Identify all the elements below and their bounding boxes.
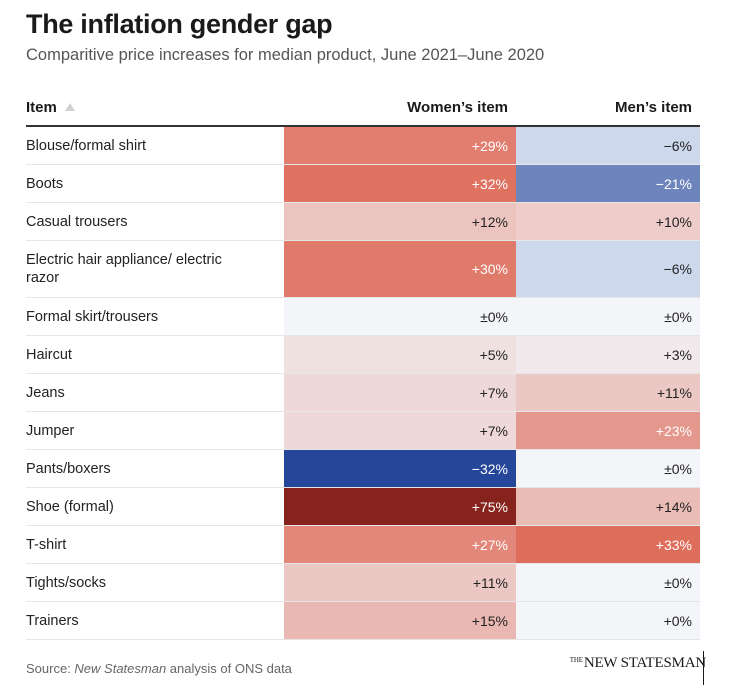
table-row: Jeans +7% +11% <box>26 373 700 412</box>
row-item-label: Shoe (formal) <box>26 487 284 526</box>
table-header-row: Item Women’s item Men’s item <box>26 92 700 127</box>
sort-ascending-triangle-icon[interactable] <box>64 103 75 111</box>
table-row: T-shirt +27% +33% <box>26 525 700 564</box>
womens-value-cell: +11% <box>284 563 516 602</box>
chart-title: The inflation gender gap <box>26 9 333 39</box>
row-item-label: Casual trousers <box>26 202 284 241</box>
table-row: Shoe (formal) +75% +14% <box>26 487 700 526</box>
table-row: Trainers +15% +0% <box>26 601 700 640</box>
logo-divider <box>703 651 704 685</box>
row-item-label: Haircut <box>26 335 284 374</box>
mens-value-cell: ±0% <box>516 563 700 602</box>
new-statesman-logo: THENEW STATESMAN <box>570 655 706 672</box>
table-row: Pants/boxers −32% ±0% <box>26 449 700 488</box>
womens-value-cell: +12% <box>284 202 516 241</box>
column-header-mens-item[interactable]: Men’s item <box>516 92 700 127</box>
column-header-item[interactable]: Item <box>26 92 284 127</box>
mens-value-cell: +33% <box>516 525 700 564</box>
mens-value-cell: +10% <box>516 202 700 241</box>
table-row: Electric hair appliance/ electric razor +… <box>26 240 700 298</box>
source-prefix: Source: <box>26 661 75 676</box>
row-item-label: Electric hair appliance/ electric razor <box>26 240 284 298</box>
row-item-label: Blouse/formal shirt <box>26 126 284 165</box>
chart-container: The inflation gender gap Comparitive pri… <box>26 8 700 640</box>
row-item-label: Boots <box>26 164 284 203</box>
row-item-label: Formal skirt/trousers <box>26 297 284 336</box>
table-body: Blouse/formal shirt +29% −6% Boots +32% −21% C… <box>26 126 700 640</box>
mens-value-cell: ±0% <box>516 297 700 336</box>
logo-the: THE <box>569 656 583 664</box>
row-item-label: Trainers <box>26 601 284 640</box>
mens-value-cell: −21% <box>516 164 700 203</box>
mens-value-cell: ±0% <box>516 449 700 488</box>
womens-value-cell: −32% <box>284 449 516 488</box>
womens-value-cell: +27% <box>284 525 516 564</box>
row-item-label: Jeans <box>26 373 284 412</box>
table-row: Casual trousers +12% +10% <box>26 202 700 241</box>
mens-value-cell: −6% <box>516 126 700 165</box>
source-note: Source: New Statesman analysis of ONS da… <box>26 661 292 676</box>
mens-value-cell: −6% <box>516 240 700 298</box>
chart-subtitle: Comparitive price increases for median p… <box>26 46 545 64</box>
table-row: Blouse/formal shirt +29% −6% <box>26 126 700 165</box>
womens-value-cell: +7% <box>284 373 516 412</box>
column-header-label: Item <box>26 99 57 116</box>
womens-value-cell: +7% <box>284 411 516 450</box>
table-row: Jumper +7% +23% <box>26 411 700 450</box>
womens-value-cell: +29% <box>284 126 516 165</box>
row-item-label: Pants/boxers <box>26 449 284 488</box>
logo-name: NEW STATESMAN <box>583 655 706 671</box>
source-suffix: analysis of ONS data <box>166 661 292 676</box>
mens-value-cell: +3% <box>516 335 700 374</box>
womens-value-cell: +75% <box>284 487 516 526</box>
table-row: Boots +32% −21% <box>26 164 700 203</box>
womens-value-cell: +30% <box>284 240 516 298</box>
row-item-label: Jumper <box>26 411 284 450</box>
source-publication: New Statesman <box>74 661 167 676</box>
mens-value-cell: +14% <box>516 487 700 526</box>
data-table: Item Women’s item Men’s item Blouse/form… <box>26 92 700 640</box>
mens-value-cell: +23% <box>516 411 700 450</box>
column-header-womens-item[interactable]: Women’s item <box>284 92 516 127</box>
womens-value-cell: +15% <box>284 601 516 640</box>
table-row: Haircut +5% +3% <box>26 335 700 374</box>
mens-value-cell: +0% <box>516 601 700 640</box>
table-row: Formal skirt/trousers ±0% ±0% <box>26 297 700 336</box>
womens-value-cell: +32% <box>284 164 516 203</box>
row-item-label: Tights/socks <box>26 563 284 602</box>
womens-value-cell: +5% <box>284 335 516 374</box>
table-row: Tights/socks +11% ±0% <box>26 563 700 602</box>
womens-value-cell: ±0% <box>284 297 516 336</box>
row-item-label: T-shirt <box>26 525 284 564</box>
mens-value-cell: +11% <box>516 373 700 412</box>
